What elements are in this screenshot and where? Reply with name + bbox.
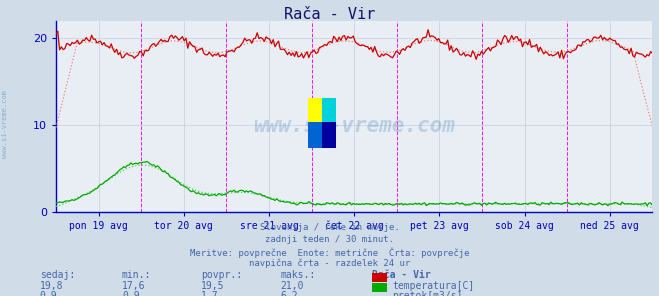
Text: pretok[m3/s]: pretok[m3/s] [392, 291, 463, 296]
Text: 0,9: 0,9 [40, 291, 57, 296]
Text: 6,2: 6,2 [280, 291, 298, 296]
Text: Slovenija / reke in morje.: Slovenija / reke in morje. [260, 223, 399, 232]
Text: 0,9: 0,9 [122, 291, 140, 296]
Text: maks.:: maks.: [280, 270, 315, 280]
Text: www.si-vreme.com: www.si-vreme.com [2, 90, 9, 158]
Text: Rača - Vir: Rača - Vir [284, 7, 375, 22]
Text: min.:: min.: [122, 270, 152, 280]
Text: navpična črta - razdelek 24 ur: navpična črta - razdelek 24 ur [249, 258, 410, 268]
Text: Rača - Vir: Rača - Vir [372, 270, 431, 280]
Text: zadnji teden / 30 minut.: zadnji teden / 30 minut. [265, 235, 394, 244]
Text: 17,6: 17,6 [122, 281, 146, 291]
Text: 19,8: 19,8 [40, 281, 63, 291]
Text: www.si-vreme.com: www.si-vreme.com [253, 116, 455, 136]
Text: sedaj:: sedaj: [40, 270, 74, 280]
Text: temperatura[C]: temperatura[C] [392, 281, 474, 291]
Text: 1,7: 1,7 [201, 291, 219, 296]
Text: Meritve: povprečne  Enote: metrične  Črta: povprečje: Meritve: povprečne Enote: metrične Črta:… [190, 247, 469, 258]
Text: povpr.:: povpr.: [201, 270, 242, 280]
Text: 21,0: 21,0 [280, 281, 304, 291]
Text: 19,5: 19,5 [201, 281, 225, 291]
